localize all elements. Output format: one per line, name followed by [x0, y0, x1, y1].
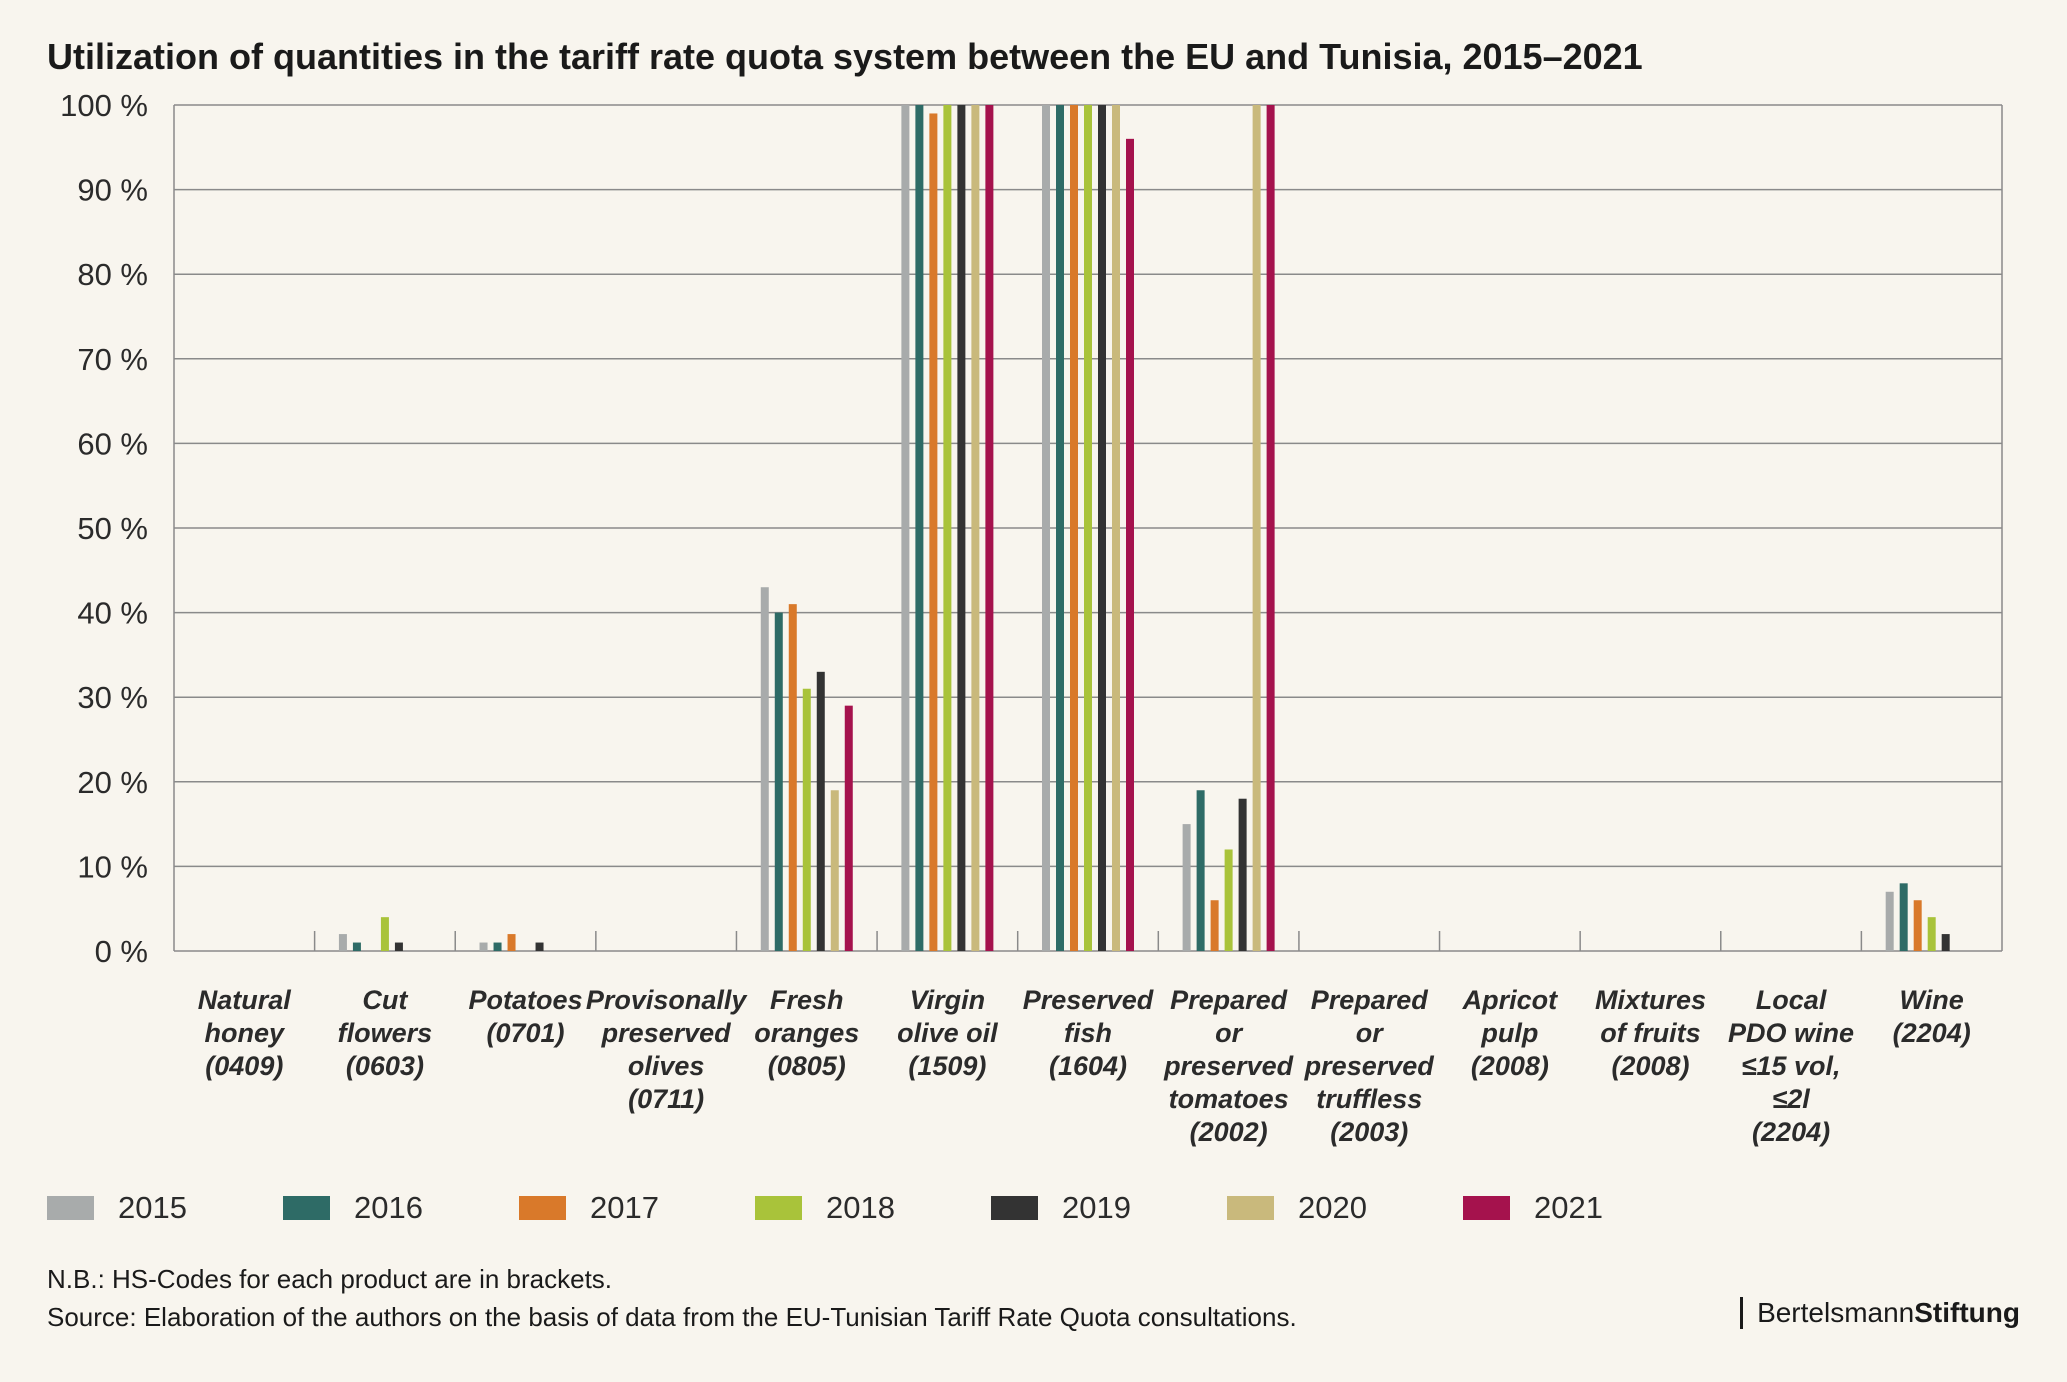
brand-part2: Stiftung [1914, 1297, 2020, 1328]
chart-title: Utilization of quantities in the tariff … [47, 36, 1643, 77]
x-category-label: Preserved fish (1604) [1023, 985, 1154, 1081]
bar-2016-cat-5 [915, 105, 924, 951]
footnote-source: Source: Elaboration of the authors on th… [47, 1302, 1297, 1332]
bar-2019-cat-6 [1098, 105, 1106, 951]
bar-2019-cat-5 [957, 105, 966, 951]
bar-2021-cat-6 [1126, 138, 1134, 952]
legend-label: 2016 [354, 1190, 423, 1225]
x-category-label: Fresh oranges (0805) [754, 985, 859, 1081]
x-axis-categories: Natural honey (0409) Cut flowers (0603) Potato… [198, 985, 1971, 1147]
legend-item-2021: 2021 [1463, 1190, 1699, 1226]
bar-2021-cat-4 [844, 705, 853, 951]
bar-chart: 0 % 10 % 20 % 30 % 40 % 50 % 60 % 70 % 80 % 90 % 1… [60, 88, 2003, 1147]
bar-2015-cat-1 [338, 934, 347, 951]
legend-swatch [283, 1196, 330, 1220]
legend: 2015 2016 2017 2018 2019 2020 2021 [47, 1190, 1699, 1226]
footnote-note: N.B.: HS-Codes for each product are in b… [47, 1264, 613, 1294]
bar-2017-cat-12 [1913, 900, 1922, 951]
x-category-label: Wine (2204) [1893, 985, 1971, 1048]
x-category-label: Potatoes (0701) [469, 985, 583, 1048]
bar-2017-cat-5 [929, 113, 938, 951]
bar-2018-cat-4 [802, 688, 811, 951]
y-tick-label: 100 % [60, 88, 148, 123]
legend-swatch [47, 1196, 94, 1220]
bar-2019-cat-12 [1941, 934, 1950, 951]
bar-2020-cat-5 [971, 105, 980, 951]
y-tick-label: 30 % [77, 680, 148, 715]
bar-2016-cat-1 [352, 942, 361, 951]
legend-swatch [755, 1196, 802, 1220]
x-category-label: Prepared or preserved tomatoes (2002) [1163, 985, 1294, 1147]
bar-2020-cat-4 [830, 790, 839, 951]
legend-label: 2017 [590, 1190, 659, 1225]
bar-2018-cat-12 [1927, 917, 1936, 951]
bar-2019-cat-4 [816, 671, 825, 951]
bar-2018-cat-7 [1224, 849, 1233, 951]
bar-2017-cat-4 [788, 604, 797, 951]
y-tick-label: 20 % [77, 765, 148, 800]
y-tick-label: 90 % [77, 173, 148, 208]
legend-label: 2021 [1534, 1190, 1603, 1225]
x-category-label: Natural honey (0409) [198, 985, 292, 1081]
bar-2015-cat-5 [901, 105, 910, 951]
legend-label: 2020 [1298, 1190, 1367, 1225]
bar-2015-cat-6 [1042, 105, 1050, 951]
y-tick-label: 70 % [77, 342, 148, 377]
brand-part1: Bertelsmann [1757, 1297, 1915, 1328]
y-tick-label: 60 % [77, 426, 148, 461]
x-category-label: Local PDO wine ≤15 vol, ≤2l (2204) [1728, 985, 1854, 1147]
bar-2017-cat-7 [1210, 900, 1219, 951]
bar-2021-cat-5 [985, 105, 994, 951]
legend-label: 2019 [1062, 1190, 1131, 1225]
bars [338, 105, 1950, 952]
legend-label: 2018 [826, 1190, 895, 1225]
legend-item-2017: 2017 [519, 1190, 755, 1226]
bar-2018-cat-6 [1084, 105, 1092, 951]
bar-2016-cat-12 [1899, 883, 1908, 951]
bar-2019-cat-1 [394, 942, 403, 951]
legend-label: 2015 [118, 1190, 187, 1225]
bar-2019-cat-2 [535, 942, 544, 951]
x-category-label: Provisonally preserved olives (0711) [586, 985, 749, 1114]
bar-2020-cat-7 [1252, 105, 1261, 951]
legend-item-2015: 2015 [47, 1190, 283, 1226]
bar-2016-cat-6 [1056, 105, 1064, 951]
bar-2017-cat-6 [1070, 105, 1078, 951]
y-tick-label: 0 % [95, 934, 148, 969]
legend-swatch [1463, 1196, 1510, 1220]
x-category-label: Prepared or preserved truffless (2003) [1304, 985, 1435, 1147]
y-tick-label: 10 % [77, 849, 148, 884]
bar-2015-cat-12 [1885, 891, 1894, 951]
y-axis-ticks: 0 % 10 % 20 % 30 % 40 % 50 % 60 % 70 % 80 % 90 % 1… [60, 88, 148, 969]
bar-2018-cat-5 [943, 105, 952, 951]
bar-2017-cat-2 [507, 934, 516, 951]
y-tick-label: 50 % [77, 511, 148, 546]
legend-item-2016: 2016 [283, 1190, 519, 1226]
x-category-label: Cut flowers (0603) [338, 985, 433, 1081]
x-category-label: Mixtures of fruits (2008) [1595, 985, 1706, 1081]
bar-2021-cat-7 [1266, 105, 1275, 951]
bar-2015-cat-2 [479, 942, 488, 951]
bar-2020-cat-6 [1112, 105, 1120, 951]
legend-item-2020: 2020 [1227, 1190, 1463, 1226]
x-category-label: Apricot pulp (2008) [1462, 985, 1559, 1081]
legend-item-2018: 2018 [755, 1190, 991, 1226]
legend-item-2019: 2019 [991, 1190, 1227, 1226]
brand-logo: BertelsmannStiftung [1740, 1297, 2020, 1329]
y-tick-label: 80 % [77, 257, 148, 292]
bar-2016-cat-2 [493, 942, 502, 951]
bar-2019-cat-7 [1238, 798, 1247, 951]
bar-2016-cat-7 [1196, 790, 1205, 951]
bar-2015-cat-4 [760, 587, 769, 951]
x-category-label: Virgin olive oil (1509) [897, 985, 998, 1081]
y-tick-label: 40 % [77, 596, 148, 631]
legend-swatch [991, 1196, 1038, 1220]
bar-2018-cat-1 [380, 917, 389, 951]
bar-2016-cat-4 [774, 612, 783, 951]
legend-swatch [519, 1196, 566, 1220]
bar-2015-cat-7 [1182, 824, 1191, 951]
legend-swatch [1227, 1196, 1274, 1220]
